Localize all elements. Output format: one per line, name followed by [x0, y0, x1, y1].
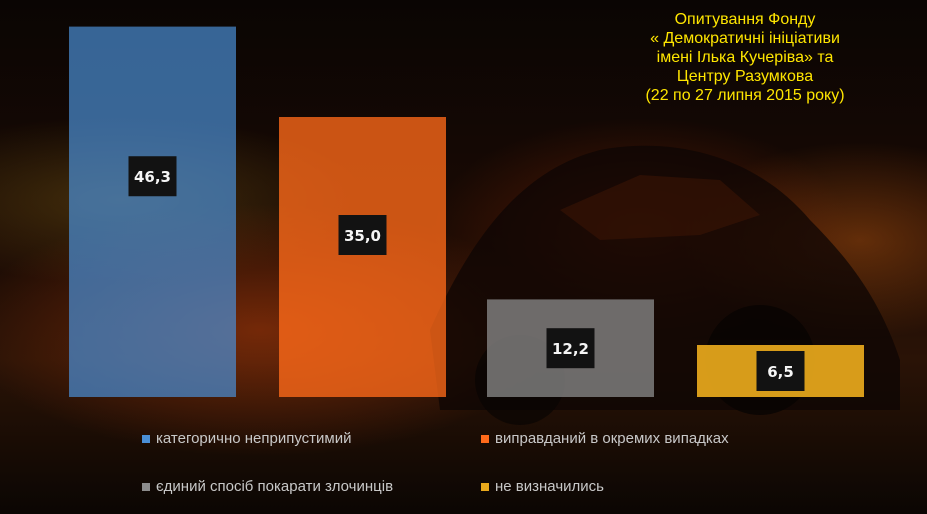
- legend-swatch-gold: [481, 482, 489, 491]
- title-line-1: Опитування Фонду: [674, 11, 816, 28]
- data-label-4: 6,5: [767, 363, 794, 381]
- title-line-2: « Демократичні ініціативи: [650, 30, 840, 47]
- legend-swatch-blue: [142, 434, 150, 443]
- data-label-3: 12,2: [552, 340, 589, 358]
- chart-title: Опитування Фонду « Демократичні ініціати…: [600, 10, 890, 105]
- legend-item-4: не визначились: [481, 478, 604, 495]
- legend-swatch-gray: [142, 482, 150, 491]
- data-label-box-3: [546, 328, 595, 369]
- legend-item-3: єдиний спосіб покарати злочинців: [142, 478, 393, 495]
- data-label-box-1: [128, 156, 177, 197]
- legend-item-2: виправданий в окремих випадках: [481, 430, 729, 447]
- legend-label-3: єдиний спосіб покарати злочинців: [156, 478, 394, 495]
- legend-label-1: категорично неприпустимий: [156, 430, 352, 447]
- data-label-2: 35,0: [344, 227, 381, 245]
- data-label-box-4: [756, 351, 805, 391]
- legend-label-4: не визначились: [495, 478, 604, 495]
- title-line-5: (22 по 27 липня 2015 року): [645, 87, 845, 104]
- title-line-3: імені Ілька Кучеріва» та: [656, 49, 834, 66]
- data-label-box-2: [338, 215, 387, 255]
- title-line-4: Центру Разумкова: [676, 68, 814, 85]
- legend-item-1: категорично неприпустимий: [142, 430, 352, 447]
- legend-label-2: виправданий в окремих випадках: [495, 430, 729, 447]
- data-label-1: 46,3: [134, 168, 171, 186]
- bar-2: [279, 117, 446, 397]
- bar-1: [69, 26, 236, 397]
- legend-swatch-orange: [481, 434, 489, 443]
